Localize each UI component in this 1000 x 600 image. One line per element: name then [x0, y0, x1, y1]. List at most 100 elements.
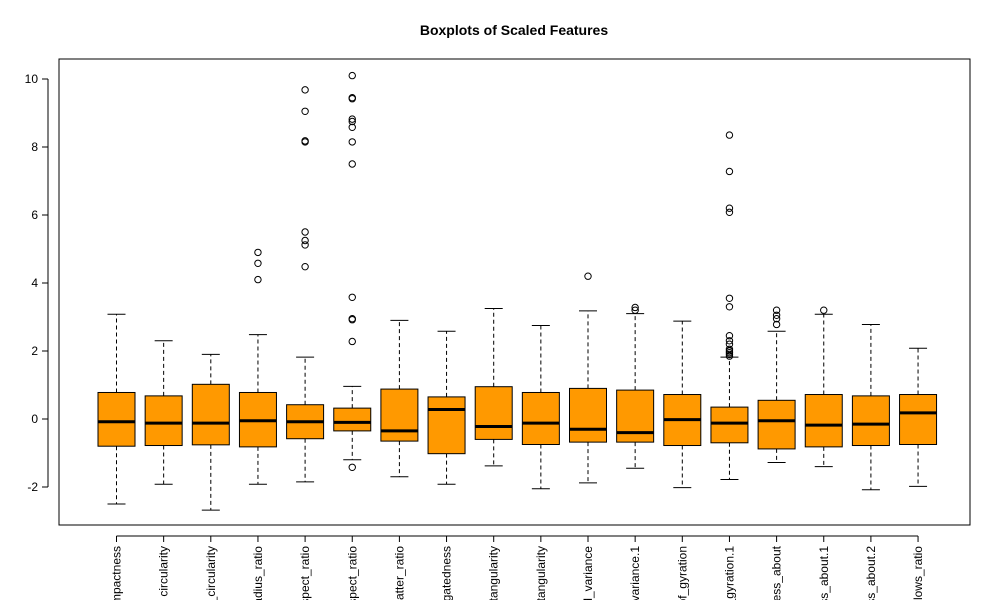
iqr-box [380, 388, 419, 442]
iqr-box [616, 389, 655, 443]
outlier-point [725, 303, 734, 311]
iqr-box [804, 394, 843, 448]
y-tick-label: 6 [31, 208, 38, 222]
outlier-point [725, 345, 734, 353]
iqr-box [569, 387, 607, 443]
x-category-label: ctangularity [487, 546, 501, 600]
boxplot-2 [144, 340, 183, 485]
iqr-box [427, 396, 466, 455]
boxes-layer [97, 71, 938, 511]
outlier-point [725, 294, 734, 302]
x-category-label: ngatedness [440, 546, 454, 600]
x-axis: mpactness circularity _circularity adius_ra… [110, 535, 925, 600]
y-tick-label: 4 [31, 276, 38, 290]
boxplot-13 [663, 320, 702, 489]
outlier-point [725, 204, 734, 212]
x-category-label: llows_ratio [911, 546, 925, 600]
x-category-label: _variance.1 [628, 546, 642, 600]
x-category-label: mpactness [110, 546, 124, 600]
boxplot-4 [238, 248, 277, 485]
outlier-point [301, 137, 309, 145]
boxplot-15 [757, 306, 796, 464]
boxplot-3 [191, 353, 230, 511]
boxplot-14 [710, 131, 749, 481]
outlier-point [725, 131, 734, 139]
outlier-point [301, 241, 309, 249]
outlier-point [348, 117, 356, 126]
outlier-point [584, 272, 592, 280]
outlier-point [301, 262, 309, 271]
outlier-point [301, 236, 309, 245]
x-category-label: d_variance [581, 546, 595, 600]
outlier-point [725, 337, 734, 345]
y-tick-label: 10 [25, 72, 39, 86]
outlier-point [348, 71, 356, 80]
outlier-point [348, 337, 356, 346]
x-category-label: ss_about.1 [817, 546, 831, 600]
outlier-point [301, 228, 309, 236]
outlier-point [348, 123, 356, 131]
x-category-label: adius_ratio [251, 546, 265, 600]
chart-title: Boxplots of Scaled Features [420, 22, 608, 38]
outlier-point [348, 160, 356, 168]
boxplot-8 [427, 330, 466, 485]
iqr-box [191, 383, 230, 446]
iqr-box [474, 386, 513, 440]
x-category-label: ctangularity [534, 546, 548, 600]
outlier-point [772, 320, 781, 329]
outlier-point [301, 107, 309, 116]
y-tick-label: 8 [31, 140, 38, 154]
outlier-point [348, 138, 356, 146]
outlier-point [631, 306, 639, 314]
outlier-point [631, 303, 639, 312]
boxplot-12 [616, 303, 655, 469]
boxplot-1 [97, 313, 136, 505]
outlier-point [772, 315, 781, 323]
iqr-box [521, 391, 560, 446]
y-tick-label: 0 [31, 412, 38, 426]
iqr-box [97, 391, 136, 447]
x-category-label: circularity [157, 546, 171, 597]
boxplot-9 [474, 308, 513, 467]
plot-frame [58, 58, 971, 526]
iqr-box [757, 399, 796, 450]
outlier-point [772, 311, 781, 319]
x-category-label: spect_ratio [345, 546, 359, 600]
boxplot-16 [804, 306, 843, 468]
y-tick-label: 2 [31, 344, 38, 358]
boxplot-6 [333, 71, 372, 471]
outlier-point [348, 115, 356, 123]
outlier-point [348, 293, 356, 301]
boxplot-18 [899, 347, 938, 487]
iqr-box [851, 395, 890, 447]
outlier-point [725, 332, 734, 340]
boxplot-11 [569, 272, 607, 484]
outlier-point [348, 94, 356, 102]
x-category-label: _gyration.1 [722, 546, 736, 600]
outlier-point [772, 306, 781, 314]
iqr-box [899, 394, 938, 445]
outlier-point [820, 306, 828, 314]
iqr-box [333, 407, 372, 432]
outlier-point [254, 248, 262, 257]
outlier-point [254, 275, 262, 284]
iqr-box [144, 395, 183, 447]
x-category-label: ss_about.2 [864, 546, 878, 600]
x-category-label: of_gyration [675, 546, 689, 600]
outlier-point [725, 167, 734, 176]
boxplot-7 [380, 319, 419, 478]
iqr-box [710, 406, 749, 444]
outlier-point [348, 315, 356, 323]
outlier-point [725, 340, 734, 348]
x-category-label: spect_ratio [298, 546, 312, 600]
boxplot-17 [851, 323, 890, 491]
x-category-label: _circularity [204, 546, 218, 600]
y-tick-label: -2 [27, 480, 38, 494]
boxplot-5 [286, 86, 325, 483]
outlier-point [254, 259, 262, 267]
outlier-point [348, 463, 356, 471]
outlier-point [301, 86, 309, 94]
boxplot-10 [521, 325, 560, 490]
y-axis: -2 0 2 4 6 8 10 [25, 72, 49, 494]
